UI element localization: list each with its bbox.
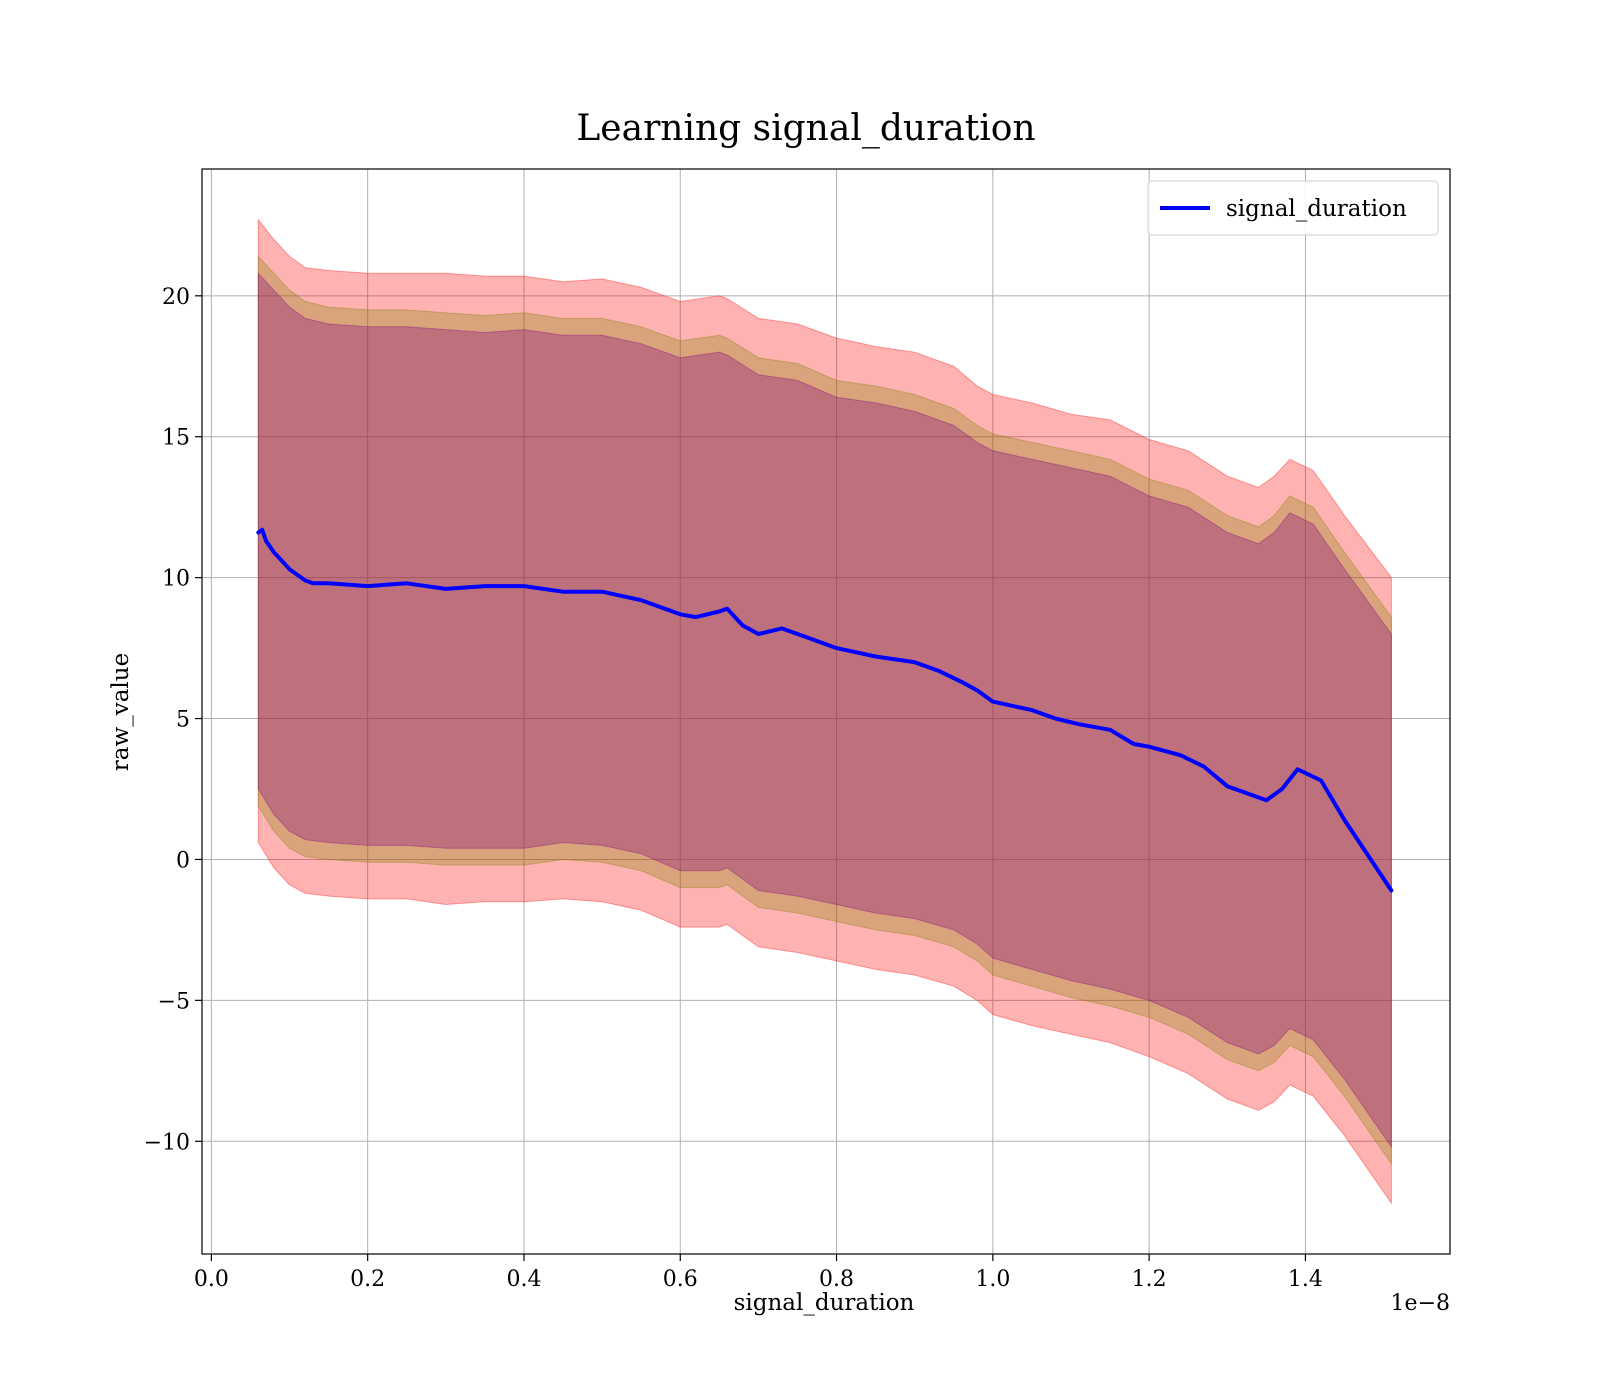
x-tick-label: 0.0: [194, 1267, 229, 1292]
x-tick-label: 1.2: [1132, 1267, 1167, 1292]
y-tick-label: 15: [162, 426, 190, 451]
legend-label: signal_duration: [1226, 196, 1407, 222]
y-tick-label: 0: [176, 848, 190, 873]
legend-box: [1147, 180, 1439, 236]
series-lines: [256, 527, 1394, 893]
x-axis-label: signal_duration: [734, 1290, 915, 1316]
legend: signal_duration: [1147, 180, 1439, 236]
y-tick-label: −5: [158, 989, 190, 1014]
y-tick-label: 5: [176, 708, 190, 733]
y-axis-label: raw_value: [108, 653, 134, 771]
chart-title: Learning signal_duration: [576, 108, 1035, 149]
x-tick-label: 0.6: [663, 1267, 698, 1292]
confidence-band: [257, 218, 1392, 1205]
axis-ticks: 0.0 0.2 0.4 0.6 0.8 1.0 1.2 1.4 −10 −5 0 5 10 15 20: [144, 285, 1323, 1292]
y-tick-label: −10: [144, 1130, 190, 1155]
x-tick-label: 1.0: [975, 1267, 1010, 1292]
confidence-band: [257, 255, 1392, 1166]
x-tick-label: 0.2: [350, 1267, 385, 1292]
series-line: [256, 527, 1394, 893]
y-tick-label: 10: [162, 567, 190, 592]
plot-frame: [201, 168, 1451, 1255]
x-tick-label: 0.8: [819, 1267, 854, 1292]
x-tick-label: 1.4: [1288, 1267, 1323, 1292]
confidence-bands: [257, 218, 1392, 1205]
grid: [202, 169, 1450, 1254]
y-tick-label: 20: [162, 285, 190, 310]
x-tick-label: 0.4: [506, 1267, 541, 1292]
x-offset-label: 1e−8: [1391, 1291, 1450, 1316]
confidence-band: [257, 272, 1392, 1149]
